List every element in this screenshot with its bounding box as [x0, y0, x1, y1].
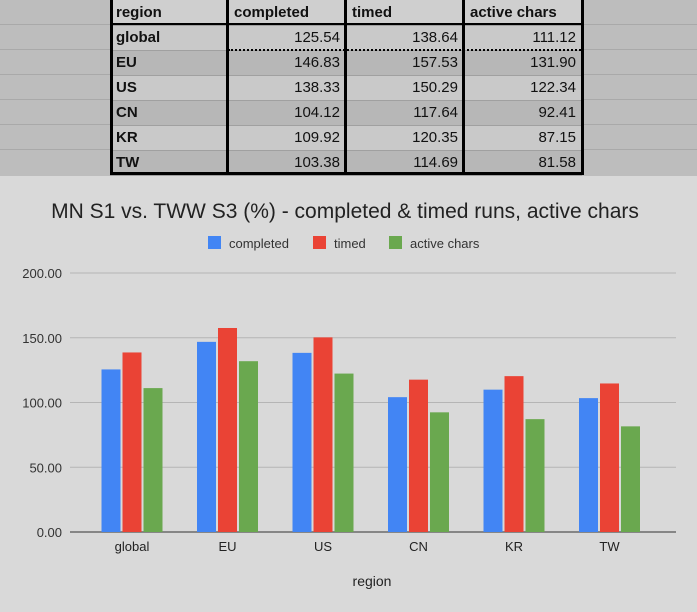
table-cell[interactable]: 122.34	[464, 75, 582, 101]
header-timed[interactable]: timed	[346, 0, 464, 26]
table-divider	[226, 0, 229, 175]
chart-title: MN S1 vs. TWW S3 (%) - completed & timed…	[51, 200, 639, 223]
header-active-chars[interactable]: active chars	[464, 0, 582, 26]
y-tick-label: 150.00	[22, 331, 62, 346]
x-tick-label: global	[115, 539, 150, 554]
header-region[interactable]: region	[110, 0, 228, 26]
chart-area[interactable]: MN S1 vs. TWW S3 (%) - completed & timed…	[0, 178, 697, 607]
x-tick-label: KR	[505, 539, 523, 554]
bar-timed	[218, 327, 237, 532]
table-row: KR 109.92 120.35 87.15	[110, 125, 582, 151]
bar-active-chars	[239, 361, 258, 532]
bar-completed	[483, 389, 503, 532]
bar-active-chars	[621, 426, 640, 532]
x-tick-label: CN	[409, 539, 428, 554]
x-tick-label: TW	[599, 539, 620, 554]
table-row: global 125.54 138.64 111.12	[110, 25, 582, 51]
bar-completed	[101, 369, 121, 532]
table-cell[interactable]: 138.64	[346, 25, 464, 51]
y-axis-ticks: 0.00 50.00 100.00 150.00 200.00	[22, 266, 62, 540]
table-cell[interactable]: US	[110, 75, 228, 101]
table-cell[interactable]: KR	[110, 125, 228, 151]
bar-active-chars	[334, 373, 354, 532]
bar-chart: MN S1 vs. TWW S3 (%) - completed & timed…	[22, 200, 676, 589]
x-tick-label: EU	[218, 539, 236, 554]
table-dotted-border	[228, 49, 584, 51]
table-divider	[462, 0, 465, 175]
header-completed[interactable]: completed	[228, 0, 346, 26]
bar-completed	[388, 397, 407, 532]
table-cell[interactable]: 103.38	[228, 150, 346, 176]
legend-swatch	[208, 236, 221, 249]
legend-label: timed	[334, 236, 366, 251]
table-cell[interactable]: 111.12	[464, 25, 582, 51]
table-cell[interactable]: 157.53	[346, 50, 464, 76]
legend-swatch	[313, 236, 326, 249]
chart-legend: completed timed active chars	[208, 236, 480, 251]
legend-label: completed	[229, 236, 289, 251]
table-cell[interactable]: TW	[110, 150, 228, 176]
table-cell[interactable]: 117.64	[346, 100, 464, 126]
x-axis-ticks: global EU US CN KR TW	[115, 539, 621, 554]
bar-active-chars	[525, 419, 545, 532]
y-tick-label: 200.00	[22, 266, 62, 281]
table-cell[interactable]: 125.54	[228, 25, 346, 51]
table-cell[interactable]: 87.15	[464, 125, 582, 151]
x-axis-label: region	[353, 573, 392, 589]
bar-timed	[122, 352, 142, 532]
table-cell[interactable]: 109.92	[228, 125, 346, 151]
table-cell[interactable]: 92.41	[464, 100, 582, 126]
bar-active-chars	[143, 388, 163, 532]
legend-label: active chars	[410, 236, 480, 251]
bar-timed	[504, 376, 524, 532]
table-cell[interactable]: 150.29	[346, 75, 464, 101]
table-cell[interactable]: CN	[110, 100, 228, 126]
table-row: EU 146.83 157.53 131.90	[110, 50, 582, 76]
chart-bars	[101, 327, 640, 532]
table-cell[interactable]: 146.83	[228, 50, 346, 76]
table-row: CN 104.12 117.64 92.41	[110, 100, 582, 126]
table-cell[interactable]: EU	[110, 50, 228, 76]
y-tick-label: 100.00	[22, 396, 62, 411]
table-header-border	[110, 23, 584, 25]
data-table: region completed timed active chars glob…	[110, 0, 582, 176]
chart-grid	[70, 272, 676, 533]
y-tick-label: 0.00	[37, 525, 62, 540]
table-cell[interactable]: 138.33	[228, 75, 346, 101]
bar-active-chars	[430, 412, 449, 532]
table-cell[interactable]: global	[110, 25, 228, 51]
spreadsheet-area: region completed timed active chars glob…	[0, 0, 697, 176]
table-cell[interactable]: 131.90	[464, 50, 582, 76]
table-divider	[344, 0, 347, 175]
table-cell[interactable]: 120.35	[346, 125, 464, 151]
bar-completed	[197, 341, 216, 532]
bar-completed	[292, 352, 312, 532]
table-row: US 138.33 150.29 122.34	[110, 75, 582, 101]
y-tick-label: 50.00	[29, 460, 62, 475]
table-cell[interactable]: 104.12	[228, 100, 346, 126]
legend-swatch	[389, 236, 402, 249]
table-cell[interactable]: 114.69	[346, 150, 464, 176]
bar-timed	[600, 383, 619, 532]
table-cell[interactable]: 81.58	[464, 150, 582, 176]
bar-completed	[579, 398, 598, 532]
x-tick-label: US	[314, 539, 332, 554]
bar-timed	[409, 379, 428, 532]
bar-timed	[313, 337, 333, 532]
